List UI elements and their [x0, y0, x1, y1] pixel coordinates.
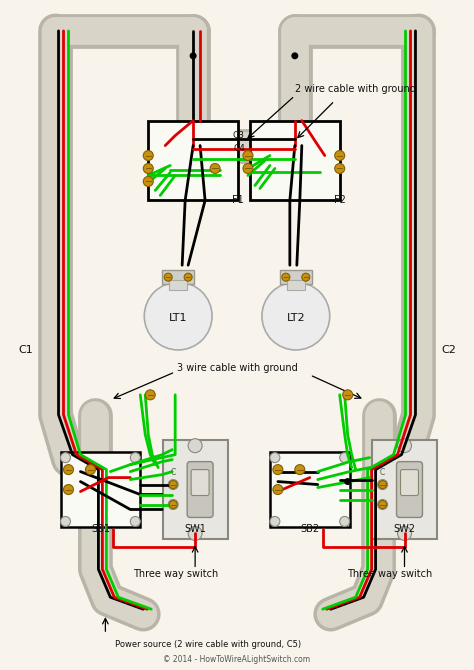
Circle shape: [143, 151, 153, 161]
Text: C2: C2: [441, 345, 456, 355]
Circle shape: [282, 273, 290, 281]
Circle shape: [335, 163, 345, 174]
Circle shape: [398, 439, 411, 453]
FancyBboxPatch shape: [250, 121, 340, 200]
Circle shape: [61, 517, 71, 527]
Circle shape: [164, 273, 172, 281]
Circle shape: [188, 527, 202, 541]
Text: SB2: SB2: [300, 525, 319, 535]
Text: LT1: LT1: [169, 313, 187, 323]
Circle shape: [145, 390, 155, 400]
Circle shape: [398, 527, 411, 541]
Circle shape: [188, 439, 202, 453]
Text: F1: F1: [232, 196, 244, 206]
Text: SW2: SW2: [393, 525, 416, 535]
Text: C: C: [380, 468, 385, 476]
Text: Three way switch: Three way switch: [133, 570, 218, 580]
Circle shape: [85, 464, 95, 474]
Text: C1: C1: [18, 345, 33, 355]
FancyBboxPatch shape: [163, 440, 228, 539]
FancyBboxPatch shape: [287, 280, 305, 290]
Circle shape: [262, 282, 330, 350]
Circle shape: [273, 464, 283, 474]
Circle shape: [378, 480, 388, 490]
Circle shape: [340, 517, 350, 527]
Circle shape: [168, 480, 178, 490]
Circle shape: [295, 464, 305, 474]
Circle shape: [273, 484, 283, 494]
FancyBboxPatch shape: [187, 462, 213, 517]
FancyBboxPatch shape: [191, 470, 209, 496]
FancyBboxPatch shape: [162, 270, 194, 284]
Text: F2: F2: [334, 196, 346, 206]
FancyBboxPatch shape: [280, 270, 312, 284]
Circle shape: [340, 453, 350, 462]
Circle shape: [243, 163, 253, 174]
Circle shape: [210, 163, 220, 174]
Circle shape: [344, 478, 351, 485]
Text: SB1: SB1: [91, 525, 110, 535]
Circle shape: [243, 151, 253, 161]
Circle shape: [169, 500, 177, 509]
Circle shape: [292, 52, 298, 60]
Circle shape: [343, 390, 353, 400]
Circle shape: [130, 517, 140, 527]
Circle shape: [379, 480, 387, 488]
Text: 3 wire cable with ground: 3 wire cable with ground: [177, 363, 297, 373]
Circle shape: [130, 453, 140, 462]
Circle shape: [144, 282, 212, 350]
Circle shape: [64, 464, 73, 474]
Circle shape: [335, 151, 345, 161]
Circle shape: [143, 163, 153, 174]
Circle shape: [190, 52, 197, 60]
Circle shape: [184, 273, 192, 281]
FancyBboxPatch shape: [372, 440, 437, 539]
Text: C4: C4: [233, 144, 245, 153]
Circle shape: [378, 500, 388, 509]
Circle shape: [270, 517, 280, 527]
Text: Three way switch: Three way switch: [347, 570, 432, 580]
Text: C: C: [171, 468, 176, 476]
Circle shape: [64, 484, 73, 494]
Text: © 2014 - HowToWireALightSwitch.com: © 2014 - HowToWireALightSwitch.com: [164, 655, 310, 663]
FancyBboxPatch shape: [270, 452, 350, 527]
Circle shape: [61, 453, 71, 462]
Text: SW1: SW1: [184, 525, 206, 535]
Text: Power source (2 wire cable with ground, C5): Power source (2 wire cable with ground, …: [115, 640, 301, 649]
Text: C3: C3: [233, 131, 245, 140]
FancyBboxPatch shape: [401, 470, 419, 496]
Circle shape: [302, 273, 310, 281]
FancyBboxPatch shape: [61, 452, 140, 527]
Circle shape: [169, 480, 177, 488]
Circle shape: [168, 500, 178, 509]
Text: 2 wire cable with ground: 2 wire cable with ground: [295, 84, 416, 94]
Circle shape: [379, 500, 387, 509]
Circle shape: [270, 453, 280, 462]
FancyBboxPatch shape: [169, 280, 187, 290]
FancyBboxPatch shape: [397, 462, 422, 517]
FancyBboxPatch shape: [148, 121, 238, 200]
Text: LT2: LT2: [286, 313, 305, 323]
Circle shape: [143, 176, 153, 186]
